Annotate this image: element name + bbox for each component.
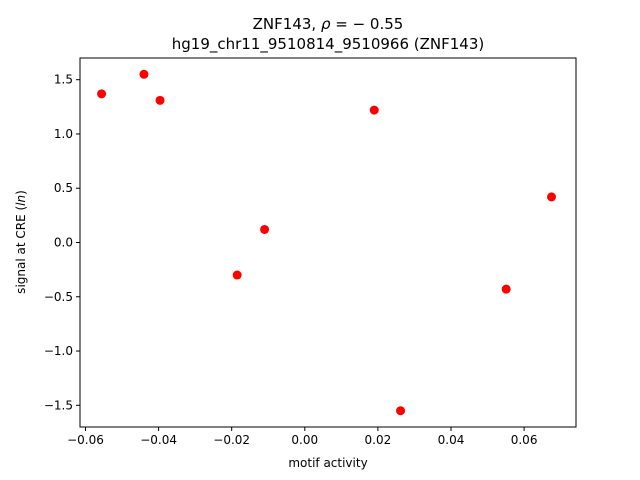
x-tick-label: −0.06 [67,433,104,447]
y-tick-label: −0.5 [44,290,73,304]
chart-title-line2: hg19_chr11_9510814_9510966 (ZNF143) [172,35,484,54]
y-tick-label: 0.5 [54,181,73,195]
data-point [155,95,165,105]
x-tick-label: 0.06 [511,433,538,447]
data-point [501,284,511,294]
x-tick-label: −0.02 [213,433,250,447]
data-point [547,192,557,202]
data-point [369,105,379,115]
y-tick-label: 0.0 [54,236,73,250]
plot-area: −0.06 −0.04 −0.02 0.00 0.02 0.04 0.06 −1.5 −1.0 −… [44,69,557,447]
y-tick-label: 1.5 [54,73,73,87]
x-tick-label: 0.00 [291,433,318,447]
y-tick-label: −1.0 [44,344,73,358]
x-tick-label: 0.04 [438,433,465,447]
y-axis-label: signal at CRE (ln) [14,190,28,294]
data-point [260,224,270,234]
data-point [232,270,242,280]
x-tick-label: 0.02 [365,433,392,447]
chart-title-line1: ZNF143, ρ = − 0.55 [253,15,404,33]
axes-frame [79,57,577,428]
data-point [139,69,149,79]
y-tick-label: −1.5 [44,398,73,412]
data-point [396,406,406,416]
x-axis-label: motif activity [288,456,367,470]
data-point [97,89,107,99]
x-tick-label: −0.04 [140,433,177,447]
y-tick-label: 1.0 [54,127,73,141]
